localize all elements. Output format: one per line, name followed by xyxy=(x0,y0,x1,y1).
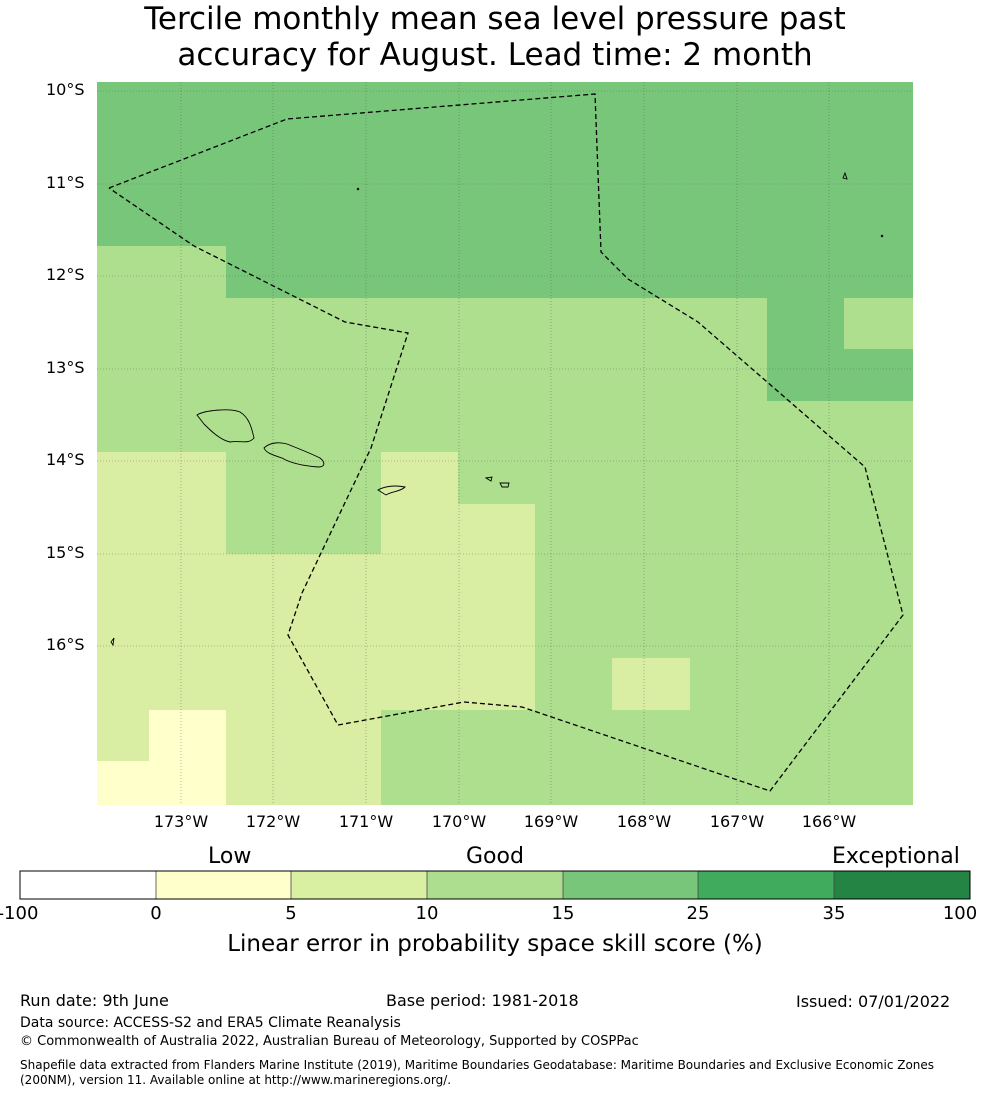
colorbar-segment xyxy=(698,871,834,899)
colorbar-tick: 15 xyxy=(551,903,575,924)
lon-label: 168°W xyxy=(616,812,672,831)
base-period: Base period: 1981-2018 xyxy=(386,991,579,1010)
eez-boundary xyxy=(108,93,904,792)
lon-label: 172°W xyxy=(245,812,301,831)
chart-title-line-1: Tercile monthly mean sea level pressure … xyxy=(144,1,846,37)
lat-label: 11°S xyxy=(46,173,85,192)
skill-cell xyxy=(97,761,149,805)
chart-title-line-2: accuracy for August. Lead time: 2 month xyxy=(177,37,813,73)
lat-label: 14°S xyxy=(46,450,85,469)
colorbar-segment xyxy=(563,871,698,899)
colorbar-tick: 25 xyxy=(686,903,710,924)
colorbar xyxy=(19,870,971,900)
colorbar-tick: 100 xyxy=(942,903,978,924)
run-date: Run date: 9th June xyxy=(20,991,169,1010)
lat-label: 12°S xyxy=(46,265,85,284)
skill-cell xyxy=(381,452,458,710)
lon-label: 167°W xyxy=(709,812,765,831)
colorbar-tick: -100 xyxy=(0,903,39,924)
colorbar-tick: 5 xyxy=(285,903,297,924)
lon-label: 173°W xyxy=(153,812,209,831)
lat-label: 15°S xyxy=(46,543,85,562)
lon-label: 170°W xyxy=(431,812,487,831)
colorbar-category-good: Good xyxy=(466,844,524,869)
lat-label: 13°S xyxy=(46,358,85,377)
colorbar-tick: 10 xyxy=(415,903,439,924)
colorbar-segment xyxy=(427,871,563,899)
colorbar-tick: 0 xyxy=(150,903,162,924)
lon-label: 171°W xyxy=(338,812,394,831)
colorbar-tick: 35 xyxy=(822,903,846,924)
colorbar-segment xyxy=(156,871,291,899)
skill-cell xyxy=(458,504,535,710)
skill-cell xyxy=(97,82,913,246)
skill-cell xyxy=(612,658,690,710)
island-coastlines xyxy=(110,171,884,647)
map-gridlines xyxy=(97,82,913,805)
issued-date: Issued: 07/01/2022 xyxy=(796,992,951,1011)
colorbar-category-low: Low xyxy=(208,844,252,869)
data-source: Data source: ACCESS-S2 and ERA5 Climate … xyxy=(20,1015,401,1031)
colorbar-category-exceptional: Exceptional xyxy=(832,844,960,869)
shapefile-credit: Shapefile data extracted from Flanders M… xyxy=(20,1058,935,1087)
colorbar-axis-label: Linear error in probability space skill … xyxy=(227,931,763,957)
skill-map-cells xyxy=(97,82,913,805)
skill-cell xyxy=(381,710,535,805)
colorbar-segment xyxy=(20,871,156,899)
skill-cell xyxy=(149,710,226,805)
colorbar-segment xyxy=(834,871,970,899)
lon-label: 169°W xyxy=(523,812,579,831)
skill-cell xyxy=(226,246,913,298)
lon-label: 166°W xyxy=(801,812,857,831)
colorbar-segment xyxy=(291,871,427,899)
lat-label: 16°S xyxy=(46,635,85,654)
copyright-notice: © Commonwealth of Australia 2022, Austra… xyxy=(20,1034,639,1049)
skill-cell xyxy=(844,298,913,349)
lat-label: 10°S xyxy=(46,80,85,99)
skill-cell xyxy=(226,554,381,805)
